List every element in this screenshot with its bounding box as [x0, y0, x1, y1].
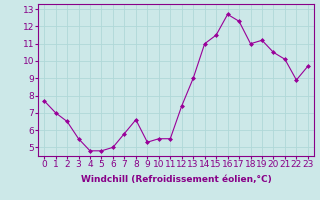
X-axis label: Windchill (Refroidissement éolien,°C): Windchill (Refroidissement éolien,°C): [81, 175, 271, 184]
